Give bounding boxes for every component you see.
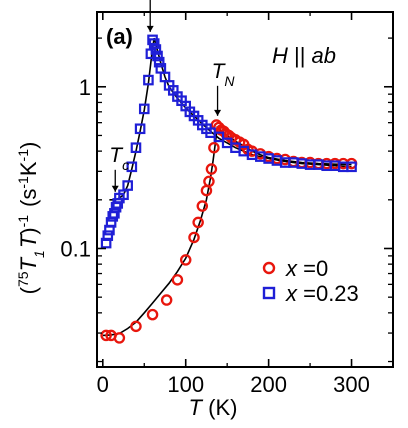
x-axis-label: T (K) bbox=[189, 395, 238, 420]
point-series0 bbox=[208, 141, 220, 154]
annotation-label: Tc bbox=[109, 144, 129, 173]
point-series1 bbox=[138, 103, 150, 115]
y-tick-label: 0.1 bbox=[60, 236, 91, 261]
point-series0 bbox=[160, 294, 173, 306]
point-series1 bbox=[126, 161, 138, 173]
legend-marker-x0 bbox=[262, 261, 276, 275]
point-series0 bbox=[188, 231, 200, 244]
annotation-arrowhead bbox=[214, 109, 222, 116]
field-orientation: H || ab bbox=[272, 43, 336, 68]
panel-label: (a) bbox=[106, 24, 133, 49]
plot-frame bbox=[96, 11, 394, 368]
x-tick-label: 200 bbox=[250, 372, 287, 397]
point-series1 bbox=[150, 44, 162, 55]
legend-label-x0: x =0 bbox=[285, 256, 328, 281]
point-series0 bbox=[192, 216, 204, 229]
point-series0 bbox=[146, 308, 159, 321]
x-tick-label: 100 bbox=[167, 372, 204, 397]
legend: x =0 x =0.23 bbox=[262, 256, 359, 306]
point-series1 bbox=[134, 123, 146, 135]
point-series1 bbox=[109, 208, 120, 219]
point-series0 bbox=[196, 200, 209, 212]
point-series0 bbox=[179, 254, 192, 266]
legend-marker-x023 bbox=[262, 286, 276, 300]
data-points bbox=[100, 34, 358, 344]
point-series0 bbox=[171, 274, 184, 286]
annotation-label: TN bbox=[212, 60, 236, 89]
point-series0 bbox=[200, 184, 213, 197]
point-series1 bbox=[152, 50, 163, 62]
point-series1 bbox=[102, 230, 114, 241]
x-tick-label: 0 bbox=[97, 372, 109, 397]
annotation-arrowhead bbox=[146, 25, 154, 32]
point-series1 bbox=[148, 38, 160, 49]
point-series0 bbox=[205, 163, 218, 175]
point-series1 bbox=[122, 180, 133, 191]
point-series1 bbox=[153, 56, 165, 68]
y-axis-label: (75T1T)-1(s-1K-1) bbox=[15, 142, 47, 295]
point-series1 bbox=[346, 161, 357, 173]
legend-label-x023: x =0.23 bbox=[285, 281, 359, 306]
point-series1 bbox=[130, 142, 142, 154]
y-tick-label: 1 bbox=[79, 75, 91, 100]
point-series1 bbox=[213, 131, 225, 143]
point-series1 bbox=[143, 74, 154, 86]
annotations: TNTNTc bbox=[109, 0, 235, 192]
point-series0 bbox=[100, 329, 112, 342]
x-tick-label: 300 bbox=[333, 372, 370, 397]
axes: 0 100 200 300 0.1 1 bbox=[60, 11, 394, 397]
point-series0 bbox=[113, 332, 126, 344]
point-series0 bbox=[130, 320, 142, 333]
point-series0 bbox=[203, 175, 215, 188]
annotation-arrowhead bbox=[111, 185, 119, 192]
point-series1 bbox=[112, 198, 124, 209]
